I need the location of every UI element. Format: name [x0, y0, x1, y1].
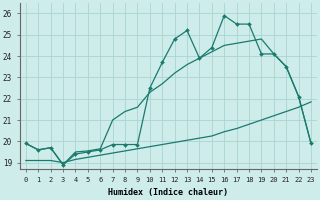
X-axis label: Humidex (Indice chaleur): Humidex (Indice chaleur) [108, 188, 228, 197]
